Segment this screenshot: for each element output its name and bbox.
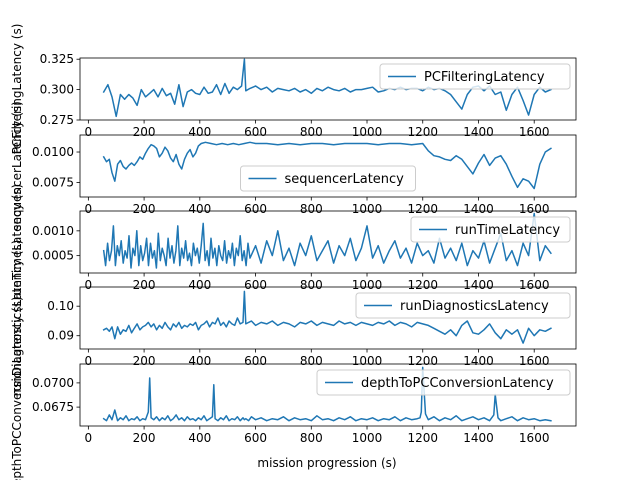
x-tick-label: 200 — [133, 278, 156, 292]
subplot-5: 0 200 400 600 800 1000 1200 1400 1600 0.0675 0.070… — [10, 296, 577, 480]
x-tick-label: 1000 — [352, 278, 383, 292]
y-tick-label: 0.0675 — [32, 400, 74, 414]
axes-frame — [79, 286, 577, 350]
x-tick-label: 1000 — [352, 354, 383, 368]
y-axis-label: runTimeLatency (s) — [10, 184, 24, 300]
x-tick-label: 1200 — [407, 202, 438, 216]
legend-label: PCFilteringLatency — [424, 70, 545, 85]
y-tick-label: 0.0005 — [32, 249, 74, 263]
x-tick-label: 400 — [188, 354, 211, 368]
x-tick-label: 800 — [300, 431, 323, 445]
y-axis-label: PCFilteringLatency (s) — [10, 24, 24, 155]
subplot-4: 0 200 400 600 800 1000 1200 1400 1600 0.09 0.10 run… — [10, 240, 577, 397]
y-axis-label: depthToPCConversionLatency (s) — [10, 296, 24, 480]
x-tick-label: 800 — [300, 278, 323, 292]
y-tick-label: 0.325 — [40, 52, 74, 66]
legend: runDiagnosticsLatency — [355, 292, 571, 319]
x-tick-label: 400 — [188, 431, 211, 445]
y-tick-label: 0.275 — [40, 113, 74, 127]
series-line-5-1 — [102, 366, 552, 422]
x-tick-label: 0 — [85, 431, 93, 445]
subplot-2: 0 200 400 600 800 1000 1200 1400 1600 0.0075 0.010… — [10, 101, 577, 231]
legend-box — [355, 292, 571, 319]
y-tick-label: 0.0100 — [32, 145, 74, 159]
y-tick-label: 0.10 — [47, 299, 74, 313]
x-tick-label: 1400 — [463, 278, 494, 292]
series-line-2-1 — [102, 141, 552, 190]
x-tick-label: 200 — [133, 354, 156, 368]
y-axis-label: sequencerLatency (s) — [10, 101, 24, 231]
x-tick-label: 1400 — [463, 202, 494, 216]
y-tick-label: 0.300 — [40, 83, 74, 97]
x-tick-label: 1000 — [352, 431, 383, 445]
x-tick-label: 1600 — [519, 125, 550, 139]
x-tick-label: 0 — [85, 125, 93, 139]
x-tick-label: 0 — [85, 354, 93, 368]
legend-label: runTimeLatency — [455, 223, 560, 238]
series-line-1-1 — [102, 58, 552, 118]
axes-frame — [79, 210, 577, 274]
legend-label: sequencerLatency — [285, 172, 405, 187]
x-tick-label: 1400 — [463, 125, 494, 139]
legend-label: runDiagnosticsLatency — [400, 299, 549, 314]
subplot-1: 0 200 400 600 800 1000 1200 1400 1600 0.275 0.300 0… — [10, 24, 577, 155]
legend: PCFilteringLatency — [379, 63, 571, 90]
legend-label: depthToPCConversionLatency — [361, 376, 554, 391]
x-tick-label: 1600 — [519, 278, 550, 292]
x-tick-label: 200 — [133, 125, 156, 139]
series-line-4-1 — [102, 290, 552, 344]
x-tick-label: 1000 — [352, 202, 383, 216]
x-tick-label: 1600 — [519, 202, 550, 216]
legend: sequencerLatency — [240, 165, 416, 192]
axes-frame — [79, 363, 577, 427]
x-tick-label: 800 — [300, 202, 323, 216]
legend-box — [240, 165, 416, 192]
subplot-stack: 0 200 400 600 800 1000 1200 1400 1600 0.275 0.300 0… — [10, 24, 577, 480]
x-tick-label: 1200 — [407, 125, 438, 139]
x-tick-label: 600 — [244, 278, 267, 292]
x-tick-label: 1600 — [519, 354, 550, 368]
x-tick-label: 1400 — [463, 431, 494, 445]
legend-box — [316, 369, 571, 396]
x-tick-label: 1200 — [407, 354, 438, 368]
series-line-3-1 — [102, 212, 552, 269]
axes-frame — [79, 134, 577, 198]
x-axis-label: mission progression (s) — [257, 456, 396, 470]
x-tick-label: 600 — [244, 125, 267, 139]
x-tick-label: 400 — [188, 278, 211, 292]
x-tick-label: 1600 — [519, 431, 550, 445]
y-axis-label: runDiagnosticsLatency (s) — [10, 240, 24, 397]
x-tick-label: 1200 — [407, 278, 438, 292]
x-tick-label: 800 — [300, 125, 323, 139]
axes-frame — [79, 57, 577, 121]
x-tick-label: 1000 — [352, 125, 383, 139]
legend-box — [379, 63, 571, 90]
legend-box — [410, 216, 571, 243]
y-tick-label: 0.09 — [47, 329, 74, 343]
x-tick-label: 800 — [300, 354, 323, 368]
x-tick-label: 600 — [244, 431, 267, 445]
x-tick-label: 400 — [188, 125, 211, 139]
x-tick-label: 1400 — [463, 354, 494, 368]
legend: depthToPCConversionLatency — [316, 369, 571, 396]
x-tick-label: 400 — [188, 202, 211, 216]
x-tick-label: 200 — [133, 431, 156, 445]
legend: runTimeLatency — [410, 216, 571, 243]
x-tick-label: 0 — [85, 202, 93, 216]
x-tick-label: 600 — [244, 354, 267, 368]
x-tick-label: 0 — [85, 278, 93, 292]
y-tick-label: 0.0075 — [32, 175, 74, 189]
x-tick-label: 600 — [244, 202, 267, 216]
y-tick-label: 0.0010 — [32, 224, 74, 238]
y-tick-label: 0.0700 — [32, 376, 74, 390]
subplot-3: 0 200 400 600 800 1000 1200 1400 1600 0.0005 0.001… — [10, 184, 577, 300]
x-tick-label: 200 — [133, 202, 156, 216]
x-tick-label: 1200 — [407, 431, 438, 445]
